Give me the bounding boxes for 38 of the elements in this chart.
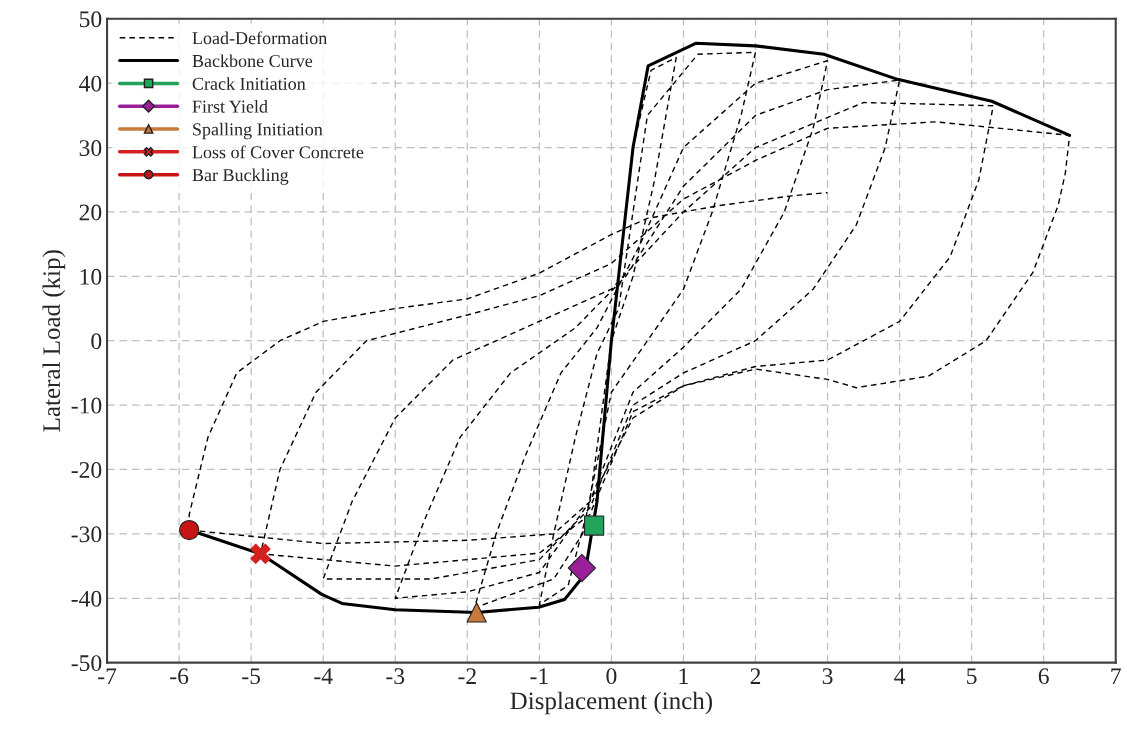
legend-label: Loss of Cover Concrete <box>192 145 364 159</box>
y-tick-label: 10 <box>80 268 102 285</box>
y-tick-label: 40 <box>79 75 102 92</box>
x-tick-label: 7 <box>1111 668 1121 684</box>
x-axis-title: Displacement (inch) <box>510 691 712 715</box>
x-tick-label: 0 <box>606 668 617 685</box>
legend-label: Spalling Initiation <box>193 122 323 140</box>
x-tick-label: 2 <box>750 668 761 684</box>
x-tick-label: -4 <box>314 668 333 684</box>
y-tick-label: 20 <box>79 204 102 221</box>
x-tick-label: -1 <box>530 668 548 684</box>
y-tick-label: -40 <box>71 590 102 607</box>
x-tick-label: 3 <box>822 668 833 685</box>
x-tick-label: 4 <box>894 668 906 684</box>
legend-label: Crack Initiation <box>192 77 306 90</box>
x-tick-label: -3 <box>386 668 405 685</box>
x-tick-label: -5 <box>242 668 261 685</box>
legend-label: Load-Deformation <box>192 31 328 45</box>
y-tick-label: -20 <box>71 461 102 478</box>
x-tick-label: 6 <box>1038 668 1049 685</box>
point <box>583 515 605 536</box>
legend-label: Bar Buckling <box>192 168 289 185</box>
point <box>179 519 200 541</box>
y-tick-label: 30 <box>79 140 102 157</box>
point <box>466 602 487 623</box>
y-tick-label: 0 <box>91 333 102 350</box>
x-tick-label: 5 <box>967 668 977 685</box>
legend-label: First Yield <box>192 99 268 113</box>
x-tick-label: -2 <box>458 668 476 684</box>
y-tick-label: 50 <box>79 11 102 28</box>
y-tick-label: -30 <box>71 526 102 543</box>
x-tick-label: -6 <box>170 668 189 685</box>
y-tick-label: -10 <box>71 397 102 414</box>
point <box>567 553 596 583</box>
x-tick-label: 1 <box>679 668 688 684</box>
point <box>250 543 271 564</box>
y-axis-title: Lateral Load (kip) <box>42 250 66 432</box>
legend-label: Backbone Curve <box>192 54 313 68</box>
